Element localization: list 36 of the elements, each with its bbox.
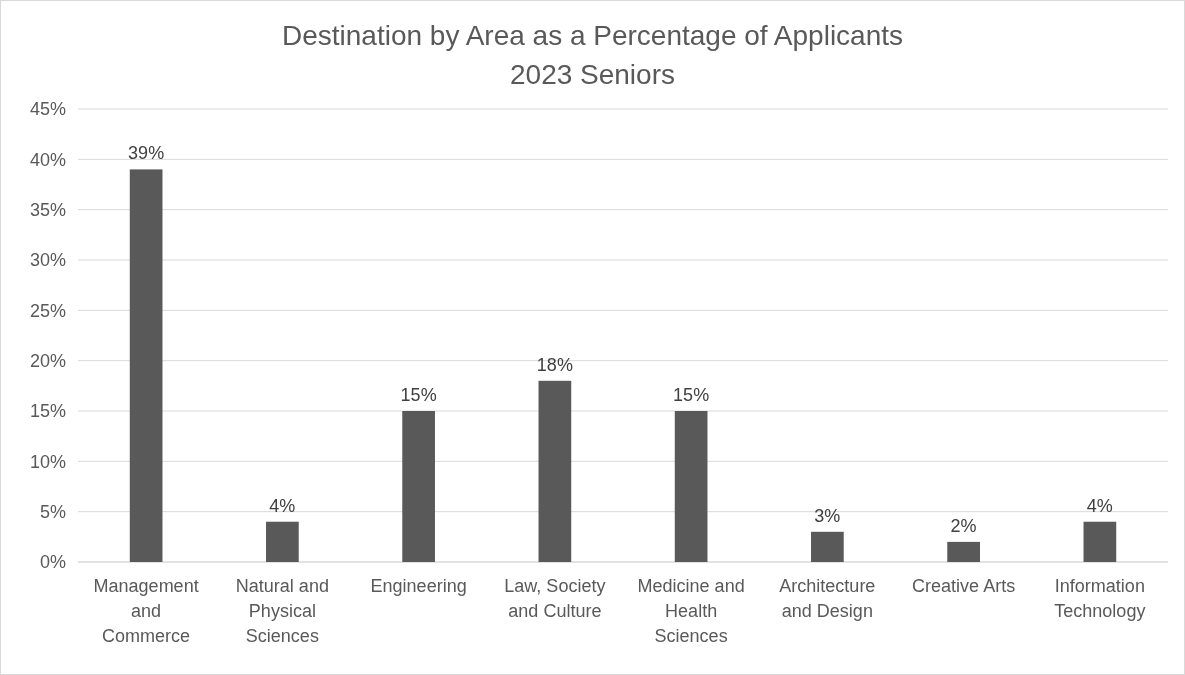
- y-tick-label: 20%: [29, 350, 66, 371]
- x-tick-label: Natural and Physical Sciences: [235, 576, 329, 646]
- y-tick-label: 45%: [29, 99, 66, 120]
- data-label: 18%: [536, 354, 573, 375]
- data-label: 4%: [269, 495, 296, 516]
- chart-title: Destination by Area as a Percentage of Applicants: [281, 20, 904, 51]
- x-tick-label: Creative Arts: [912, 576, 1016, 596]
- bar: [266, 521, 299, 562]
- bar: [947, 541, 980, 562]
- data-label: 4%: [1086, 495, 1113, 516]
- data-label: 15%: [400, 385, 437, 405]
- bar: [129, 169, 163, 562]
- y-tick-label: 10%: [29, 451, 66, 472]
- bar: [538, 380, 572, 562]
- x-tick-label: Law, Society and Culture: [504, 576, 606, 621]
- bar: [674, 411, 708, 562]
- y-tick-label: 35%: [29, 199, 66, 220]
- bar: [402, 411, 435, 562]
- data-label: 2%: [950, 515, 977, 536]
- x-tick-label: Engineering: [370, 576, 467, 596]
- y-tick-label: 40%: [29, 149, 66, 170]
- y-tick-label: 25%: [29, 300, 66, 321]
- data-label: 39%: [128, 143, 165, 164]
- x-tick-label: Architecture and Design: [779, 576, 876, 621]
- bar: [811, 531, 844, 562]
- y-tick-label: 5%: [39, 501, 66, 522]
- x-tick-label: Management and Commerce: [93, 576, 199, 646]
- y-tick-label: 15%: [29, 401, 66, 422]
- x-tick-label: Medicine and Health Sciences: [637, 576, 745, 646]
- y-tick-label: 0%: [39, 552, 66, 573]
- x-tick-label: Information Technology: [1054, 576, 1146, 621]
- bar: [1083, 521, 1117, 562]
- chart-subtitle: 2023 Seniors: [509, 59, 676, 90]
- data-label: 15%: [673, 385, 710, 405]
- data-label: 3%: [814, 505, 841, 526]
- y-tick-label: 30%: [29, 250, 66, 271]
